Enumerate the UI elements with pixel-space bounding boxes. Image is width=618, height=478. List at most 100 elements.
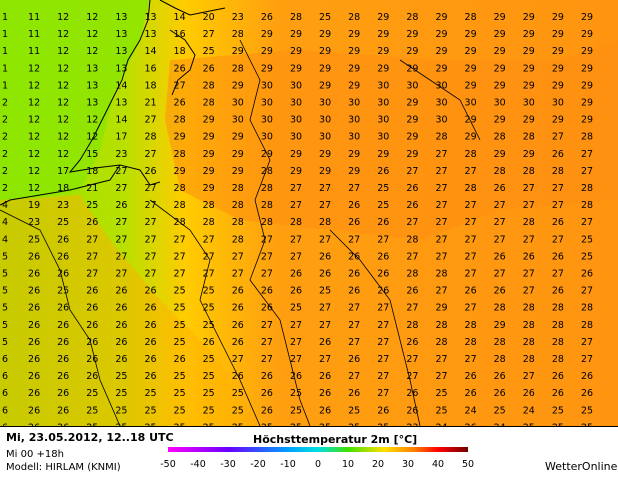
temp-label: 25 bbox=[377, 200, 389, 211]
temp-label: 2 bbox=[2, 132, 8, 143]
temp-label: 27 bbox=[144, 217, 156, 228]
brand-logo: WetterOnline bbox=[545, 460, 618, 473]
temp-label: 29 bbox=[435, 46, 447, 57]
temp-label: 26 bbox=[28, 405, 40, 416]
model-run: Mi 00 +18h bbox=[6, 449, 64, 460]
temp-label: 28 bbox=[552, 303, 564, 314]
temp-label: 30 bbox=[261, 115, 273, 126]
temp-label: 28 bbox=[174, 183, 186, 194]
temp-label: 26 bbox=[232, 303, 244, 314]
temp-label: 25 bbox=[203, 46, 215, 57]
temp-label: 27 bbox=[523, 234, 535, 245]
temp-label: 30 bbox=[290, 115, 302, 126]
temp-label: 28 bbox=[203, 98, 215, 109]
temp-label: 23 bbox=[232, 12, 244, 23]
temp-label: 29 bbox=[319, 29, 331, 40]
temp-label: 24 bbox=[523, 405, 535, 416]
temp-label: 25 bbox=[377, 183, 389, 194]
temp-label: 27 bbox=[261, 251, 273, 262]
temp-label: 26 bbox=[86, 371, 98, 382]
temp-label: 18 bbox=[144, 80, 156, 91]
temp-label: 26 bbox=[232, 320, 244, 331]
temp-label: 25 bbox=[203, 320, 215, 331]
temp-label: 12 bbox=[57, 29, 69, 40]
temp-label: 25 bbox=[494, 405, 506, 416]
temp-label: 29 bbox=[581, 98, 593, 109]
temp-label: 29 bbox=[523, 29, 535, 40]
temp-label: 25 bbox=[232, 405, 244, 416]
temperature-labels: 1 11 12 12 13 13 14 20 23 26 28 25 28 29 28 29 28 29 29 29 2… bbox=[2, 12, 593, 426]
temp-label: 27 bbox=[406, 217, 418, 228]
temp-label: 29 bbox=[465, 80, 477, 91]
temp-label: 25 bbox=[377, 422, 389, 426]
temp-label: 12 bbox=[57, 80, 69, 91]
temp-label: 25 bbox=[203, 422, 215, 426]
temp-label: 28 bbox=[581, 303, 593, 314]
temp-label: 27 bbox=[552, 234, 564, 245]
temp-label: 26 bbox=[232, 337, 244, 348]
temp-label: 25 bbox=[552, 422, 564, 426]
temp-label: 25 bbox=[581, 405, 593, 416]
temp-label: 26 bbox=[377, 405, 389, 416]
temp-label: 29 bbox=[232, 149, 244, 160]
temp-label: 30 bbox=[523, 98, 535, 109]
temp-label: 13 bbox=[86, 80, 98, 91]
temp-label: 11 bbox=[28, 46, 40, 57]
temp-label: 27 bbox=[406, 354, 418, 365]
temp-label: 30 bbox=[435, 80, 447, 91]
temp-label: 12 bbox=[86, 115, 98, 126]
temp-label: 27 bbox=[552, 183, 564, 194]
temp-label: 27 bbox=[115, 183, 127, 194]
temp-label: 27 bbox=[115, 234, 127, 245]
temp-label: 26 bbox=[494, 286, 506, 297]
temp-label: 26 bbox=[552, 217, 564, 228]
temp-label: 27 bbox=[290, 183, 302, 194]
temp-label: 29 bbox=[581, 29, 593, 40]
temp-label: 27 bbox=[435, 183, 447, 194]
temp-label: 6 bbox=[2, 405, 8, 416]
temp-label: 27 bbox=[319, 200, 331, 211]
temp-label: 27 bbox=[523, 286, 535, 297]
temp-label: 27 bbox=[319, 234, 331, 245]
temp-label: 30 bbox=[435, 115, 447, 126]
temp-label: 25 bbox=[115, 405, 127, 416]
temp-label: 27 bbox=[232, 251, 244, 262]
temp-label: 25 bbox=[144, 422, 156, 426]
temp-label: 28 bbox=[348, 12, 360, 23]
temp-label: 29 bbox=[319, 63, 331, 74]
temp-label: 27 bbox=[348, 303, 360, 314]
temp-label: 27 bbox=[377, 354, 389, 365]
temp-label: 30 bbox=[348, 132, 360, 143]
temp-label: 27 bbox=[115, 166, 127, 177]
temp-label: 27 bbox=[261, 337, 273, 348]
temp-label: 26 bbox=[174, 98, 186, 109]
temp-label: 29 bbox=[523, 63, 535, 74]
temp-label: 27 bbox=[86, 234, 98, 245]
temp-label: 16 bbox=[174, 29, 186, 40]
temp-label: 14 bbox=[115, 80, 127, 91]
temp-label: 29 bbox=[465, 132, 477, 143]
temp-label: 28 bbox=[465, 12, 477, 23]
temp-label: 26 bbox=[28, 320, 40, 331]
temp-label: 24 bbox=[494, 422, 506, 426]
temp-label: 27 bbox=[435, 251, 447, 262]
temp-label: 27 bbox=[203, 234, 215, 245]
temp-label: 30 bbox=[494, 98, 506, 109]
temp-label: 28 bbox=[465, 149, 477, 160]
temp-label: 27 bbox=[319, 303, 331, 314]
temp-label: 25 bbox=[581, 234, 593, 245]
temp-label: 18 bbox=[174, 46, 186, 57]
temp-label: 27 bbox=[377, 371, 389, 382]
temp-label: 29 bbox=[406, 63, 418, 74]
temp-label: 29 bbox=[523, 80, 535, 91]
temp-label: 29 bbox=[348, 80, 360, 91]
temp-label: 27 bbox=[377, 388, 389, 399]
temp-label: 1 bbox=[2, 12, 8, 23]
temp-label: 26 bbox=[319, 337, 331, 348]
temp-label: 26 bbox=[28, 337, 40, 348]
temp-label: 26 bbox=[57, 422, 69, 426]
temp-label: 28 bbox=[523, 166, 535, 177]
temp-label: 29 bbox=[290, 63, 302, 74]
temp-label: 27 bbox=[348, 234, 360, 245]
temp-label: 29 bbox=[203, 183, 215, 194]
